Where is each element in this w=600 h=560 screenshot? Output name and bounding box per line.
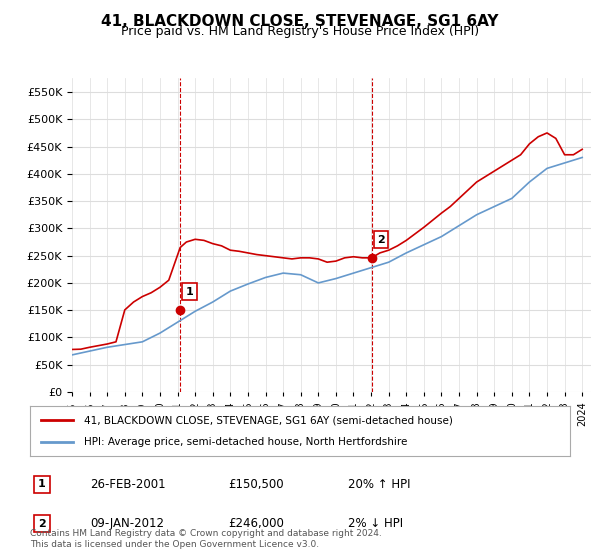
Text: 41, BLACKDOWN CLOSE, STEVENAGE, SG1 6AY (semi-detached house): 41, BLACKDOWN CLOSE, STEVENAGE, SG1 6AY … — [84, 415, 453, 425]
Text: 1: 1 — [185, 287, 193, 297]
Text: 2% ↓ HPI: 2% ↓ HPI — [348, 517, 403, 530]
Text: 2: 2 — [377, 235, 385, 245]
Text: £150,500: £150,500 — [228, 478, 284, 491]
Text: Contains HM Land Registry data © Crown copyright and database right 2024.
This d: Contains HM Land Registry data © Crown c… — [30, 529, 382, 549]
Text: 09-JAN-2012: 09-JAN-2012 — [90, 517, 164, 530]
Text: Price paid vs. HM Land Registry's House Price Index (HPI): Price paid vs. HM Land Registry's House … — [121, 25, 479, 38]
Text: 2: 2 — [38, 519, 46, 529]
Text: 20% ↑ HPI: 20% ↑ HPI — [348, 478, 410, 491]
Text: HPI: Average price, semi-detached house, North Hertfordshire: HPI: Average price, semi-detached house,… — [84, 437, 407, 447]
Text: £246,000: £246,000 — [228, 517, 284, 530]
Text: 26-FEB-2001: 26-FEB-2001 — [90, 478, 166, 491]
Text: 1: 1 — [38, 479, 46, 489]
Text: 41, BLACKDOWN CLOSE, STEVENAGE, SG1 6AY: 41, BLACKDOWN CLOSE, STEVENAGE, SG1 6AY — [101, 14, 499, 29]
